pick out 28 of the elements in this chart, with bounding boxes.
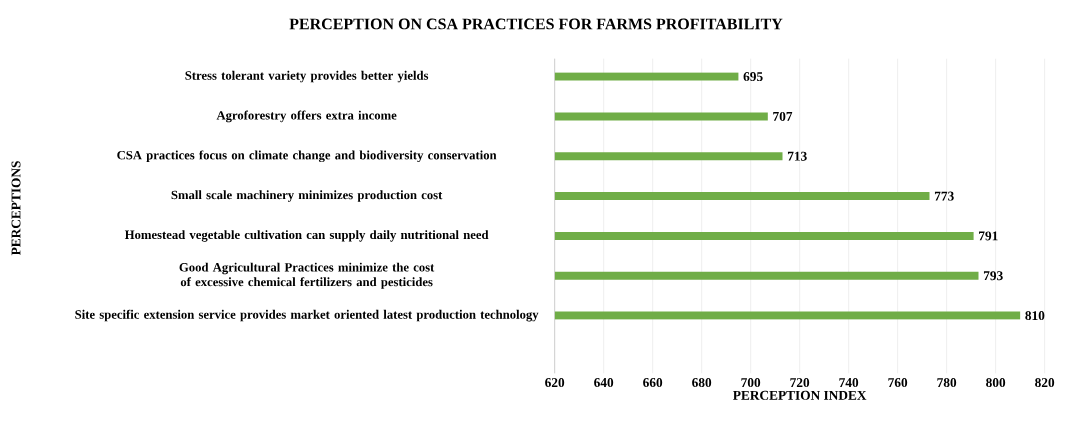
y-tick-label: Stress tolerant variety provides better yields xyxy=(185,70,429,83)
y-tick-label: CSA practices focus on climate change and biodiversity conservation xyxy=(117,150,497,163)
data-label: 810 xyxy=(1025,311,1045,321)
x-tick-label: 660 xyxy=(643,378,663,388)
y-tick-label: Homestead vegetable cultivation can supply daily nutritional need xyxy=(124,230,489,242)
x-axis-title: PERCEPTION INDEX xyxy=(733,390,867,400)
y-tick-label: Agroforestry offers extra income xyxy=(216,110,397,123)
x-tick-label: 640 xyxy=(594,378,614,388)
data-label: 791 xyxy=(979,231,998,241)
y-tick-label: Site specific extension service provides market oriented latest production technology xyxy=(75,309,539,322)
x-tick-label: 760 xyxy=(888,378,908,388)
x-tick-label: 620 xyxy=(545,378,565,388)
data-label: 773 xyxy=(934,191,954,201)
data-label: 695 xyxy=(743,72,763,82)
x-tick-label: 740 xyxy=(839,378,859,388)
data-label: 713 xyxy=(787,151,807,161)
y-tick-label: Good Agricultural Practices minimize the cost of excessive chemical fertilizers and pesticides xyxy=(179,262,435,289)
x-tick-label: 800 xyxy=(986,378,1006,388)
x-tick-label: 680 xyxy=(692,378,712,388)
x-tick-label: 720 xyxy=(790,378,810,388)
data-label: 707 xyxy=(773,111,793,121)
y-tick-label: Small scale machinery minimizes production cost xyxy=(171,190,443,202)
x-tick-label: 820 xyxy=(1035,378,1055,388)
data-label: 793 xyxy=(983,271,1003,281)
x-tick-label: 700 xyxy=(741,378,761,388)
x-tick-label: 780 xyxy=(937,378,957,388)
chart-title: PERCEPTION ON CSA PRACTICES FOR FARMS PROFITABILITY xyxy=(289,18,783,30)
y-axis-title: PERCEPTIONS xyxy=(11,161,21,256)
